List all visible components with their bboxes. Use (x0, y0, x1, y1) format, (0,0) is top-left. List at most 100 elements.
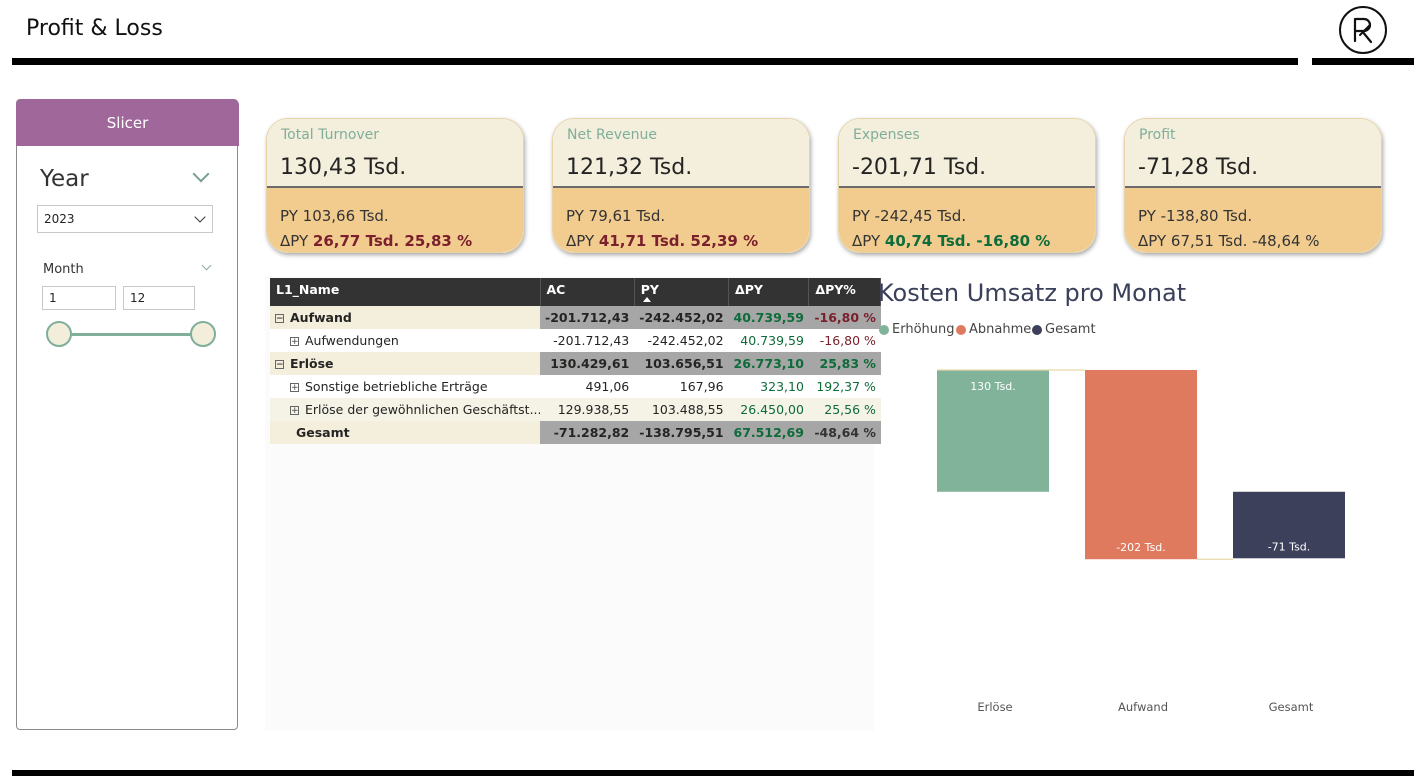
row-name-label: Erlöse der gewöhnlichen Geschäftst... (305, 402, 540, 417)
pnl-matrix: L1_Name AC PY ΔPY ΔPY% − Aufwand -201.712… (270, 278, 882, 444)
cell-ac: -71.282,82 (540, 421, 635, 444)
month-slider-max-handle[interactable] (190, 321, 216, 347)
legend-dot-icon (879, 324, 889, 335)
cell-delta-py: 67.512,69 (728, 421, 809, 444)
cell-py: -242.452,02 (634, 306, 729, 329)
page-title: Profit & Loss (26, 16, 163, 41)
kpi-delta: ΔPY 40,74 Tsd. -16,80 % (852, 232, 1050, 250)
year-dropdown-value: 2023 (44, 212, 75, 226)
cell-delta-py-percent: -16,80 % (808, 306, 881, 329)
kpi-card-expenses: Expenses -201,71 Tsd. PY -242,45 Tsd. ΔP… (838, 118, 1096, 253)
cell-py: 167,96 (634, 375, 729, 398)
chart-title: Kosten Umsatz pro Monat (878, 279, 1187, 307)
month-slicer-title: Month (43, 262, 84, 277)
kpi-delta-value: 41,71 Tsd. 52,39 % (598, 232, 759, 250)
row-name-label: Sonstige betriebliche Erträge (305, 379, 488, 394)
kpi-delta-prefix: ΔPY (566, 232, 595, 250)
kpi-card-bottom (1125, 188, 1381, 252)
cell-delta-py-percent: -16,80 % (808, 329, 881, 352)
cell-delta-py-percent: 192,37 % (808, 375, 881, 398)
column-header-py-label: PY (640, 282, 659, 297)
expand-toggle-icon[interactable]: + (290, 337, 299, 347)
chevron-down-icon (194, 211, 206, 223)
legend-dot-icon (1032, 324, 1042, 335)
column-header-ac[interactable]: AC (540, 278, 635, 306)
kpi-prior-year: PY 103,66 Tsd. (280, 207, 389, 225)
kpi-delta-value: 26,77 Tsd. 25,83 % (312, 232, 473, 250)
kpi-delta: ΔPY 41,71 Tsd. 52,39 % (566, 232, 758, 250)
cell-delta-py-percent: 25,56 % (808, 398, 881, 421)
cell-delta-py: 26.450,00 (728, 398, 809, 421)
kpi-value: -201,71 Tsd. (852, 155, 987, 180)
month-slider-track[interactable] (58, 333, 204, 336)
month-max-input[interactable]: 12 (123, 286, 195, 310)
kpi-delta-prefix: ΔPY (1138, 232, 1167, 250)
footer-divider (12, 770, 1414, 776)
kpi-card-top (839, 119, 1095, 188)
kpi-card-bottom (839, 188, 1095, 252)
legend-item-increase[interactable]: Erhöhung (879, 322, 955, 337)
data-label: 130 Tsd. (970, 380, 1016, 393)
x-tick-label: Erlöse (977, 700, 1012, 714)
kpi-card-net-revenue: Net Revenue 121,32 Tsd. PY 79,61 Tsd. ΔP… (552, 118, 810, 253)
sort-ascending-icon (642, 297, 651, 302)
kpi-value: -71,28 Tsd. (1138, 155, 1259, 180)
kpi-card-bottom (267, 188, 523, 252)
header-divider-right (1312, 58, 1414, 65)
collapse-toggle-icon[interactable]: − (275, 360, 284, 370)
column-header-py[interactable]: PY (634, 278, 730, 306)
row-name: + Erlöse der gewöhnlichen Geschäftst... (270, 398, 540, 421)
legend-item-total[interactable]: Gesamt (1032, 322, 1096, 337)
year-dropdown[interactable]: 2023 (37, 205, 213, 233)
table-row[interactable]: + Erlöse der gewöhnlichen Geschäftst... 1… (270, 398, 881, 421)
table-row[interactable]: + Aufwendungen -201.712,43 -242.452,02 40… (270, 329, 881, 352)
waterfall-bar-aufwand[interactable] (1085, 370, 1197, 560)
kpi-prior-year: PY 79,61 Tsd. (566, 207, 666, 225)
row-name-label: Aufwand (290, 310, 352, 325)
year-slicer-title: Year (40, 166, 89, 192)
cell-delta-py-percent: 25,83 % (808, 352, 881, 375)
column-header-delta-py-percent[interactable]: ΔPY% (808, 278, 882, 306)
data-label: -202 Tsd. (1116, 541, 1166, 554)
kpi-value: 130,43 Tsd. (280, 155, 407, 180)
kpi-card-top (553, 119, 809, 188)
month-min-input[interactable]: 1 (42, 286, 116, 310)
kpi-value: 121,32 Tsd. (566, 155, 693, 180)
kpi-delta-prefix: ΔPY (280, 232, 309, 250)
data-label: -71 Tsd. (1268, 540, 1311, 553)
x-tick-label: Aufwand (1118, 700, 1168, 714)
expand-toggle-icon[interactable]: + (290, 406, 299, 416)
expand-toggle-icon[interactable]: + (290, 383, 299, 393)
header-divider-left (12, 58, 1298, 65)
column-header-l1-name[interactable]: L1_Name (270, 278, 541, 306)
matrix-header-row: L1_Name AC PY ΔPY ΔPY% (270, 278, 882, 306)
cell-ac: 129.938,55 (540, 398, 635, 421)
column-header-delta-py[interactable]: ΔPY (728, 278, 810, 306)
kpi-prior-year: PY -242,45 Tsd. (852, 207, 967, 225)
table-row[interactable]: − Erlöse 130.429,61 103.656,51 26.773,10 … (270, 352, 881, 375)
kpi-card-bottom (553, 188, 809, 252)
kpi-delta-value: 67,51 Tsd. -48,64 % (1170, 232, 1320, 250)
table-row[interactable]: − Aufwand -201.712,43 -242.452,02 40.739,… (270, 306, 881, 329)
row-name: + Sonstige betriebliche Erträge (270, 375, 540, 398)
cell-delta-py: 323,10 (728, 375, 809, 398)
legend-item-decrease[interactable]: Abnahme (956, 322, 1031, 337)
x-tick-label: Gesamt (1269, 700, 1314, 714)
slicer-panel (16, 99, 238, 730)
collapse-toggle-icon[interactable]: − (275, 314, 284, 324)
kpi-card-total-turnover: Total Turnover 130,43 Tsd. PY 103,66 Tsd… (266, 118, 524, 253)
legend-dot-icon (956, 324, 966, 335)
table-row[interactable]: + Sonstige betriebliche Erträge 491,06 16… (270, 375, 881, 398)
table-row-total[interactable]: Gesamt -71.282,82 -138.795,51 67.512,69 … (270, 421, 881, 444)
brand-logo-icon (1339, 6, 1387, 54)
waterfall-bar-erlöse[interactable] (937, 370, 1049, 492)
row-name-label: Gesamt (296, 425, 350, 440)
row-name: − Erlöse (270, 352, 540, 375)
kpi-delta-value: 40,74 Tsd. -16,80 % (884, 232, 1051, 250)
kpi-delta-prefix: ΔPY (852, 232, 881, 250)
cell-delta-py: 40.739,59 (728, 306, 809, 329)
legend-label: Erhöhung (892, 322, 955, 337)
kpi-prior-year: PY -138,80 Tsd. (1138, 207, 1253, 225)
month-slider-min-handle[interactable] (46, 321, 72, 347)
waterfall-bar-gesamt[interactable] (1233, 491, 1345, 559)
